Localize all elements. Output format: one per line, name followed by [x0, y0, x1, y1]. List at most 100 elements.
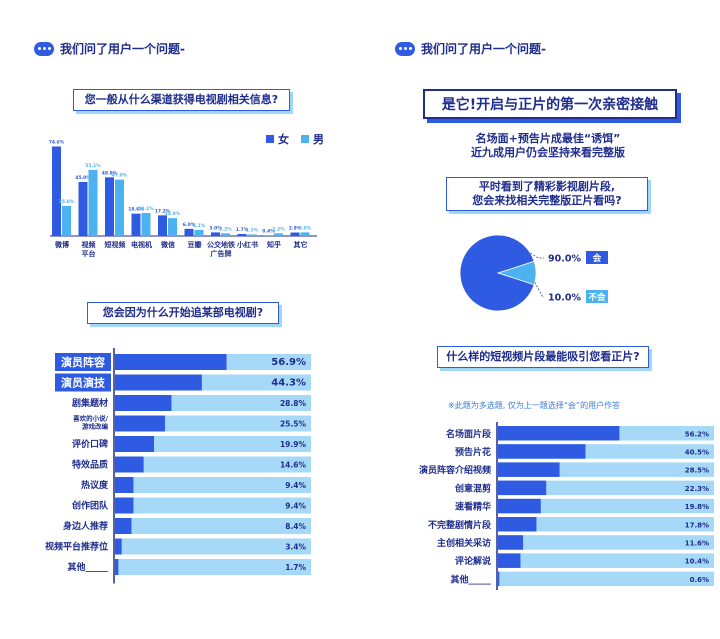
- category-label: 演员演技: [61, 376, 106, 390]
- bar-female: [158, 215, 167, 236]
- bar-track: [115, 456, 311, 473]
- multi-choice-note: ※此题为多选题, 仅为上一题选择“会”的用户作答: [448, 401, 621, 410]
- data-label: 11.6%: [685, 539, 709, 547]
- bar: [498, 553, 521, 568]
- category-label: 短视频: [105, 240, 126, 249]
- category-highlight-box: [55, 353, 111, 371]
- bar: [115, 374, 202, 391]
- bar-track: [115, 436, 311, 452]
- category-label: 主创相关采访: [437, 537, 491, 549]
- bar: [498, 462, 560, 477]
- bar-male: [168, 218, 177, 236]
- bar-track: [115, 538, 311, 555]
- data-label: 0.6%: [690, 576, 709, 584]
- category-label: 视频: [82, 240, 96, 249]
- pie-category-label: 不会: [588, 292, 606, 303]
- bar: [498, 426, 620, 441]
- bar-female: [211, 232, 220, 236]
- category-label: 公交地铁: [207, 240, 235, 249]
- data-label: 14.6%: [280, 461, 307, 470]
- bar: [115, 497, 134, 514]
- category-label: 预告片花: [455, 446, 491, 458]
- bar: [498, 444, 586, 459]
- category-label: 其它: [294, 240, 308, 249]
- data-label: 1.7%: [285, 563, 306, 572]
- category-label: 知乎: [266, 240, 281, 249]
- bar-track: [115, 559, 311, 575]
- category-label: 身边人推荐: [63, 520, 108, 532]
- data-label: 5.1%: [193, 223, 206, 229]
- data-label: 8.4%: [285, 522, 306, 531]
- bar-track: [498, 553, 714, 568]
- bar: [115, 354, 227, 370]
- category-label: 喜欢的小说/: [73, 414, 109, 423]
- category-label: 广告牌: [211, 249, 232, 258]
- data-label: 2.2%: [219, 226, 232, 232]
- bar-track: [498, 571, 714, 587]
- data-label: 47.0%: [112, 173, 128, 179]
- category-label: 名场面片段: [446, 428, 492, 440]
- category-label: 平台: [82, 249, 96, 258]
- bar-track: [115, 518, 311, 534]
- category-label: 其他_____: [450, 573, 491, 585]
- legend-label-male: 男: [313, 133, 324, 146]
- data-label: 48.9%: [102, 170, 118, 176]
- data-label: 28.8%: [280, 399, 307, 408]
- category-label: 评价口碑: [72, 438, 108, 450]
- data-label: 22.3%: [685, 485, 709, 493]
- bar-male: [88, 169, 98, 236]
- data-label: 1.3%: [246, 227, 259, 233]
- subtitle-line-1: 名场面+预告片成最佳“诱饵”: [475, 132, 621, 145]
- category-label: 微信: [160, 240, 175, 249]
- data-label: 1.7%: [236, 227, 249, 233]
- category-label: 演员阵容介绍视频: [419, 464, 491, 476]
- bar-female: [52, 146, 61, 236]
- legend-item-female: 女: [266, 131, 289, 147]
- data-label: 2.2%: [272, 226, 285, 232]
- category-label: 热议度: [81, 479, 109, 491]
- pie-category-box: [586, 290, 608, 303]
- clip-bar-chart: 56.2% 名场面片段 40.5% 预告片花 28.5% 演员阵容介绍视频 22.3% 创意混…: [419, 422, 714, 590]
- bar: [115, 415, 165, 432]
- right-header-text: 我们问了用户一个问题-: [421, 42, 546, 56]
- left-section-header: 我们问了用户一个问题-: [34, 40, 185, 57]
- bar-female: [105, 177, 114, 236]
- channel-question: 您一般从什么渠道获得电视剧相关信息?: [73, 89, 290, 111]
- bar: [498, 535, 524, 550]
- legend-item-male: 男: [301, 131, 324, 147]
- legend-swatch-female: [266, 135, 274, 143]
- bar: [498, 571, 500, 587]
- bar-female: [78, 182, 88, 236]
- clip-question-text: 什么样的短视频片段最能吸引您看正片?: [446, 350, 640, 363]
- category-label: 豆瓣: [188, 240, 202, 249]
- category-label: 其他_____: [67, 561, 108, 573]
- right-section-header: 我们问了用户一个问题-: [395, 40, 546, 57]
- data-label: 9.4%: [285, 502, 306, 511]
- data-label: 3.0%: [299, 225, 312, 231]
- data-label: 25.0%: [59, 199, 75, 205]
- headline-text: 是它!开启与正片的第一次亲密接触: [441, 97, 659, 113]
- channel-question-text: 您一般从什么渠道获得电视剧相关信息?: [84, 93, 279, 106]
- data-label: 40.5%: [685, 448, 709, 456]
- bar-male: [141, 213, 151, 236]
- category-label: 速看精华: [455, 501, 491, 513]
- data-label: 14.9%: [165, 211, 181, 217]
- leader-line: [534, 282, 544, 298]
- subtitle-line-2: 近九成用户仍会坚持来看完整版: [471, 146, 625, 159]
- bar-male: [274, 233, 283, 236]
- view-full-pie-chart: 90.0% 会 10.0% 不会: [459, 234, 608, 312]
- bar-male: [194, 229, 204, 236]
- bar: [115, 436, 155, 452]
- bar: [115, 456, 144, 473]
- data-label: 19.9%: [280, 440, 307, 449]
- pie-question-line-1: 平时看到了精彩影视剧片段,: [478, 180, 616, 193]
- category-label: 视频平台推荐位: [45, 541, 108, 553]
- bar: [498, 480, 547, 496]
- category-label: 评论解说: [455, 555, 491, 567]
- category-label: 特效品质: [72, 459, 108, 471]
- bar: [115, 538, 122, 555]
- data-label: 45.0%: [75, 175, 91, 181]
- reason-bar-chart: 56.9% 演员阵容 44.3% 演员演技 28.8% 剧集题材 25.5% 喜欢的小说/游戏…: [45, 348, 311, 584]
- bar: [115, 559, 119, 575]
- category-highlight-box: [55, 373, 111, 392]
